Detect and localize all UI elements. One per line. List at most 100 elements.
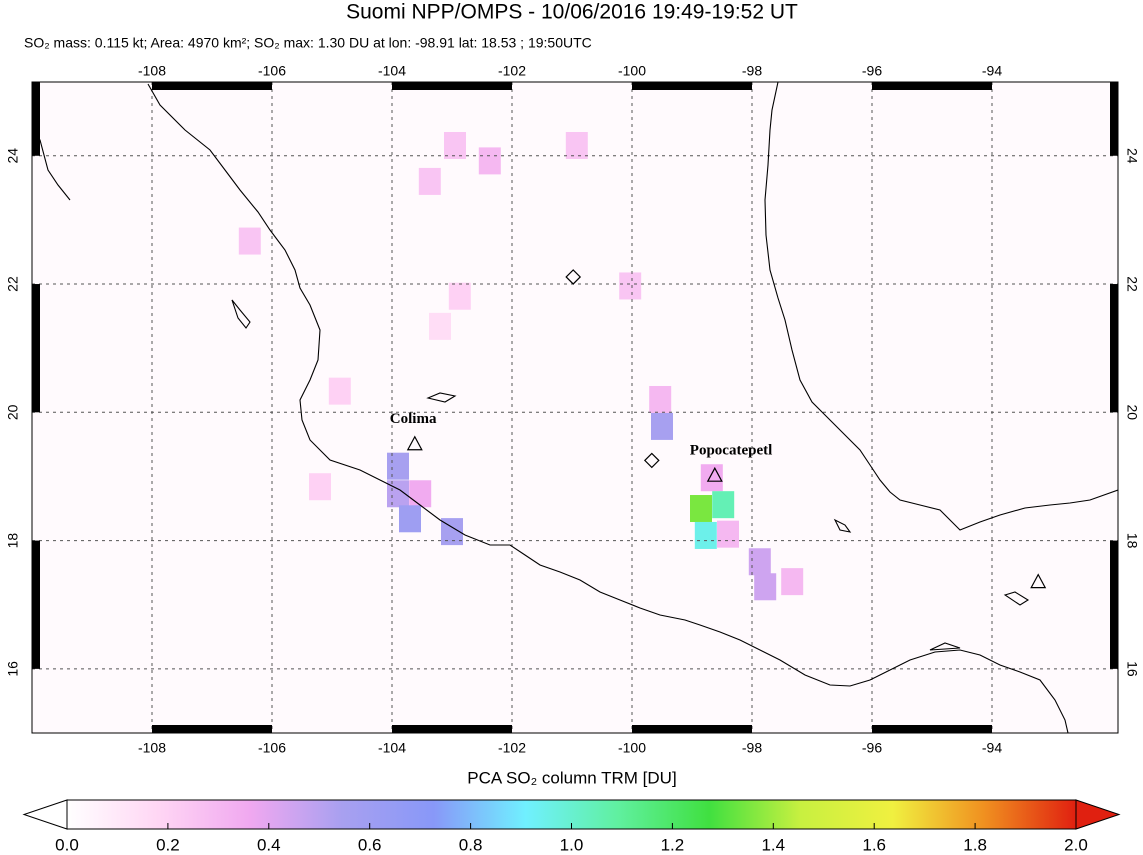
so2-cell [478,147,501,175]
colorbar-tick-label: 0.2 [156,835,180,854]
lat-tick-label-right: 24 [1124,148,1140,164]
grid [32,82,1118,733]
so2-cell [649,385,672,413]
frame-bar-right [1110,540,1118,669]
islands [231,299,1030,651]
so2-cell [444,131,466,159]
colorbar-tick-label: 0.8 [459,835,483,854]
so2-cell [441,518,463,546]
markers: Colima Popocatepetl [390,269,1047,589]
colorbar-tick-label: 0.6 [358,835,382,854]
so2-cell [409,480,432,508]
so2-cell [399,505,421,533]
so2-cell [690,495,712,523]
frame-bar-top [392,82,512,90]
lat-tick-label-right: 22 [1124,276,1140,292]
lat-tick-label-right: 18 [1124,533,1140,549]
so2-cell [448,282,471,310]
colorbar-min-arrow [22,799,68,830]
so2-cells [238,131,804,601]
lake-chapala [426,392,457,403]
lat-tick-label-left: 18 [5,533,21,549]
so2-cell [717,520,739,548]
lon-tick-label-bottom: -104 [378,740,406,756]
volcano-marker [406,435,423,451]
colorbar-tick-label: 1.6 [862,835,886,854]
frame-bar-bottom [392,725,512,733]
site-marker [643,452,660,469]
lon-tick-label-top: -106 [258,63,286,79]
lon-tick-label-bottom: -106 [258,740,286,756]
so2-cell [619,272,642,300]
lon-tick-label-top: -108 [138,63,166,79]
lon-tick-label-bottom: -98 [742,740,762,756]
colorbar-label: PCA SO₂ column TRM [DU] [467,768,676,787]
lon-tick-label-top: -94 [982,63,1002,79]
so2-cell [387,480,409,508]
tick-labels: -108 -108 -106 -106 -104 -104 -102 -102 -100 -100… [5,63,1141,756]
volcano-label: Popocatepetl [690,443,772,459]
lon-tick-label-top: -100 [618,63,646,79]
frame-bars [32,82,1118,733]
pacific-coast [147,83,1069,733]
frame-bar-right [1110,82,1118,156]
site-marker [565,269,582,285]
lat-tick-label-left: 22 [5,276,21,292]
coastlines [32,82,1118,733]
lat-tick-label-left: 24 [5,148,21,164]
so2-cell [418,167,441,195]
lat-tick-label-left: 20 [5,404,21,420]
colorbar-tick-label: 2.0 [1064,835,1088,854]
colorbar-tick-label: 0.0 [55,835,79,854]
lon-tick-label-bottom: -100 [618,740,646,756]
so2-cell [700,464,723,492]
lon-tick-label-bottom: -96 [862,740,882,756]
frame-bar-top [872,82,992,90]
colorbar-tick-label: 1.8 [963,835,987,854]
colorbar-max-arrow [1075,799,1121,830]
volcano-marker [706,466,723,482]
lon-tick-label-top: -102 [498,63,526,79]
colorbar-tick-label: 1.2 [661,835,685,854]
so2-cell [712,491,735,519]
so2-cell [238,227,261,255]
so2-cell [328,377,351,405]
frame-bar-top [152,82,272,90]
lon-tick-label-top: -104 [378,63,406,79]
so2-cell [694,521,717,549]
lon-tick-label-bottom: -102 [498,740,526,756]
colorbar-tick-label: 0.4 [257,835,281,854]
so2-cell [651,412,673,440]
frame-bar-right [1110,284,1118,413]
lon-tick-label-top: -98 [742,63,762,79]
lat-tick-label-right: 16 [1124,661,1140,677]
subtitle: SO₂ mass: 0.115 kt; Area: 4970 km²; SO₂ … [24,35,592,51]
frame-bar-left [32,284,40,413]
frame-bar-bottom [152,725,272,733]
so2-cell [387,452,409,480]
lat-tick-label-left: 16 [5,661,21,677]
so2-cell [565,131,588,159]
so2-cell [429,312,451,340]
so2-cell [748,548,771,576]
volcano-label: Colima [390,411,437,427]
frame-bar-bottom [872,725,992,733]
gulf-coast [764,82,1118,531]
lat-tick-label-right: 20 [1124,405,1140,421]
frame-bar-left [32,540,40,669]
title: Suomi NPP/OMPS - 10/06/2016 19:49-19:52 … [346,1,798,24]
so2-cell [754,573,777,601]
frame-bar-bottom [632,725,752,733]
so2-cell [781,568,804,596]
so2-cell [309,473,331,501]
lon-tick-label-bottom: -108 [138,740,166,756]
volcano-marker [1030,573,1047,589]
colorbar-tick-label: 1.0 [560,835,584,854]
map-background [32,82,1118,733]
colorbar-tick-label: 1.4 [761,835,785,854]
lon-tick-label-top: -96 [862,63,882,79]
frame-bar-left [32,82,40,156]
lon-tick-label-bottom: -94 [982,740,1002,756]
colorbar: 0.0 0.2 0.4 0.6 0.8 1.0 1.2 1.4 1.6 1.8 2.0 [22,799,1121,854]
